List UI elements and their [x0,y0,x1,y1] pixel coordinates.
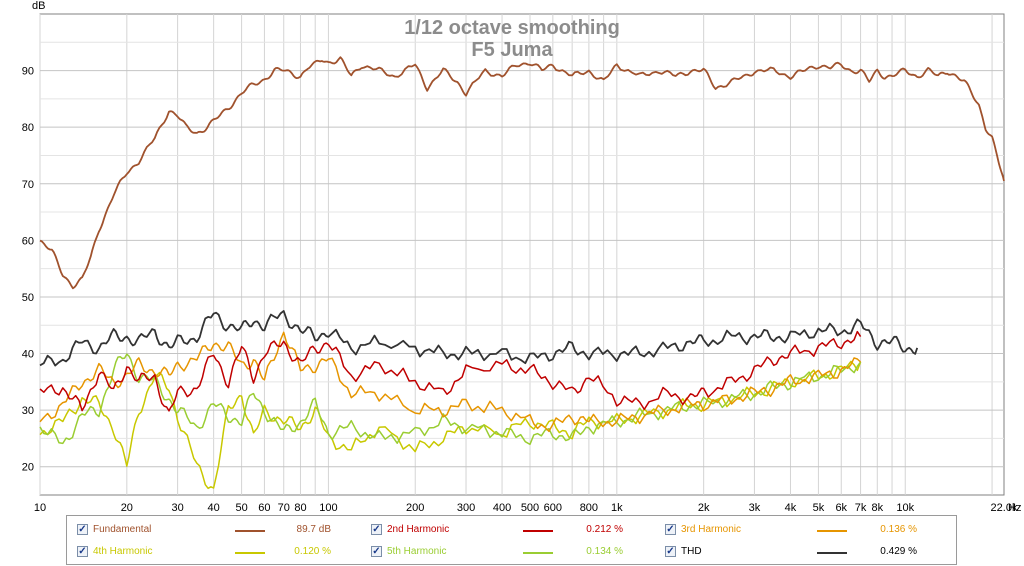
x-tick-label: 5k [813,502,825,512]
legend-value-fundamental: 89.7 dB [296,524,331,535]
x-tick-label: 500 [521,502,539,512]
x-tick-label: 3k [749,502,761,512]
y-tick-label: 80 [22,122,34,134]
checkbox-3rd-harmonic[interactable]: ✓ [665,524,676,535]
legend-label-5th-harmonic: 5th Harmonic [387,546,447,557]
x-axis-unit: Hz [1008,502,1021,512]
x-tick-label: 800 [580,502,598,512]
legend-item-2nd-harmonic[interactable]: ✓ 2nd Harmonic 0.212 % [371,521,651,539]
legend-swatch-5th-harmonic [523,552,553,554]
chart-subtitle: F5 Juma [471,39,553,61]
legend-item-thd[interactable]: ✓ THD 0.429 % [665,543,945,561]
x-tick-label: 200 [406,502,424,512]
legend-value-thd: 0.429 % [880,546,917,557]
legend-swatch-4th-harmonic [235,552,265,554]
y-axis-label: dB [32,0,45,12]
chart-svg: 20 30 40 50 60 70 80 90 10 20 30 40 50 60 70 80 100 200 30… [22,0,1022,512]
x-tick-label: 2k [698,502,710,512]
checkbox-2nd-harmonic[interactable]: ✓ [371,524,382,535]
checkbox-thd[interactable]: ✓ [665,546,676,557]
x-tick-label: 30 [171,502,183,512]
series-line-fundamental [39,56,1005,290]
x-tick-label: 7k [855,502,867,512]
y-tick-label: 90 [22,66,34,78]
plot-area [39,13,1005,496]
x-tick-label: 4k [785,502,797,512]
x-tick-label: 80 [294,502,306,512]
x-tick-label: 10k [896,502,914,512]
axis-ticks: 20 30 40 50 60 70 80 90 10 20 30 40 50 60 70 80 100 200 30… [22,66,1018,512]
legend-item-5th-harmonic[interactable]: ✓ 5th Harmonic 0.134 % [371,543,651,561]
legend-label-4th-harmonic: 4th Harmonic [93,546,153,557]
x-tick-label: 1k [611,502,623,512]
legend-value-4th-harmonic: 0.120 % [294,546,331,557]
x-tick-label: 10 [34,502,46,512]
legend-label-fundamental: Fundamental [93,524,152,535]
x-tick-label: 600 [544,502,562,512]
x-tick-label: 50 [235,502,247,512]
x-tick-label: 6k [835,502,847,512]
legend-item-3rd-harmonic[interactable]: ✓ 3rd Harmonic 0.136 % [665,521,945,539]
legend-swatch-3rd-harmonic [817,530,847,532]
legend-value-2nd-harmonic: 0.212 % [586,524,623,535]
series-line-2nd-harmonic [39,330,862,412]
x-tick-label: 100 [319,502,337,512]
y-tick-label: 50 [22,292,34,304]
legend-value-3rd-harmonic: 0.136 % [880,524,917,535]
x-tick-label: 40 [208,502,220,512]
legend-value-5th-harmonic: 0.134 % [586,546,623,557]
series-line-5th-harmonic [39,353,862,446]
x-tick-label: 8k [871,502,883,512]
legend-swatch-thd [817,552,847,554]
x-tick-label: 60 [258,502,270,512]
legend-label-3rd-harmonic: 3rd Harmonic [681,524,742,535]
checkbox-5th-harmonic[interactable]: ✓ [371,546,382,557]
x-tick-label: 400 [493,502,511,512]
x-tick-label: 70 [278,502,290,512]
x-tick-label: 20 [121,502,133,512]
grid [39,14,1004,495]
chart-title: 1/12 octave smoothing [404,17,620,39]
x-tick-label: 300 [457,502,475,512]
checkbox-4th-harmonic[interactable]: ✓ [77,546,88,557]
legend-item-4th-harmonic[interactable]: ✓ 4th Harmonic 0.120 % [77,543,357,561]
legend-swatch-2nd-harmonic [523,530,553,532]
legend-item-fundamental[interactable]: ✓ Fundamental 89.7 dB [77,521,357,539]
legend-swatch-fundamental [235,530,265,532]
checkbox-fundamental[interactable]: ✓ [77,524,88,535]
series-line-thd [39,310,919,367]
legend: ✓ Fundamental 89.7 dB ✓ 2nd Harmonic 0.2… [66,515,957,565]
x-tick-label: 22.0k [991,502,1018,512]
y-tick-label: 60 [22,235,34,247]
legend-label-thd: THD [681,546,702,557]
y-tick-label: 40 [22,349,34,361]
series-line-3rd-harmonic [39,331,862,433]
y-tick-label: 20 [22,462,34,474]
legend-label-2nd-harmonic: 2nd Harmonic [387,524,450,535]
series-group [39,56,1005,490]
y-tick-label: 70 [22,179,34,191]
y-tick-label: 30 [22,405,34,417]
